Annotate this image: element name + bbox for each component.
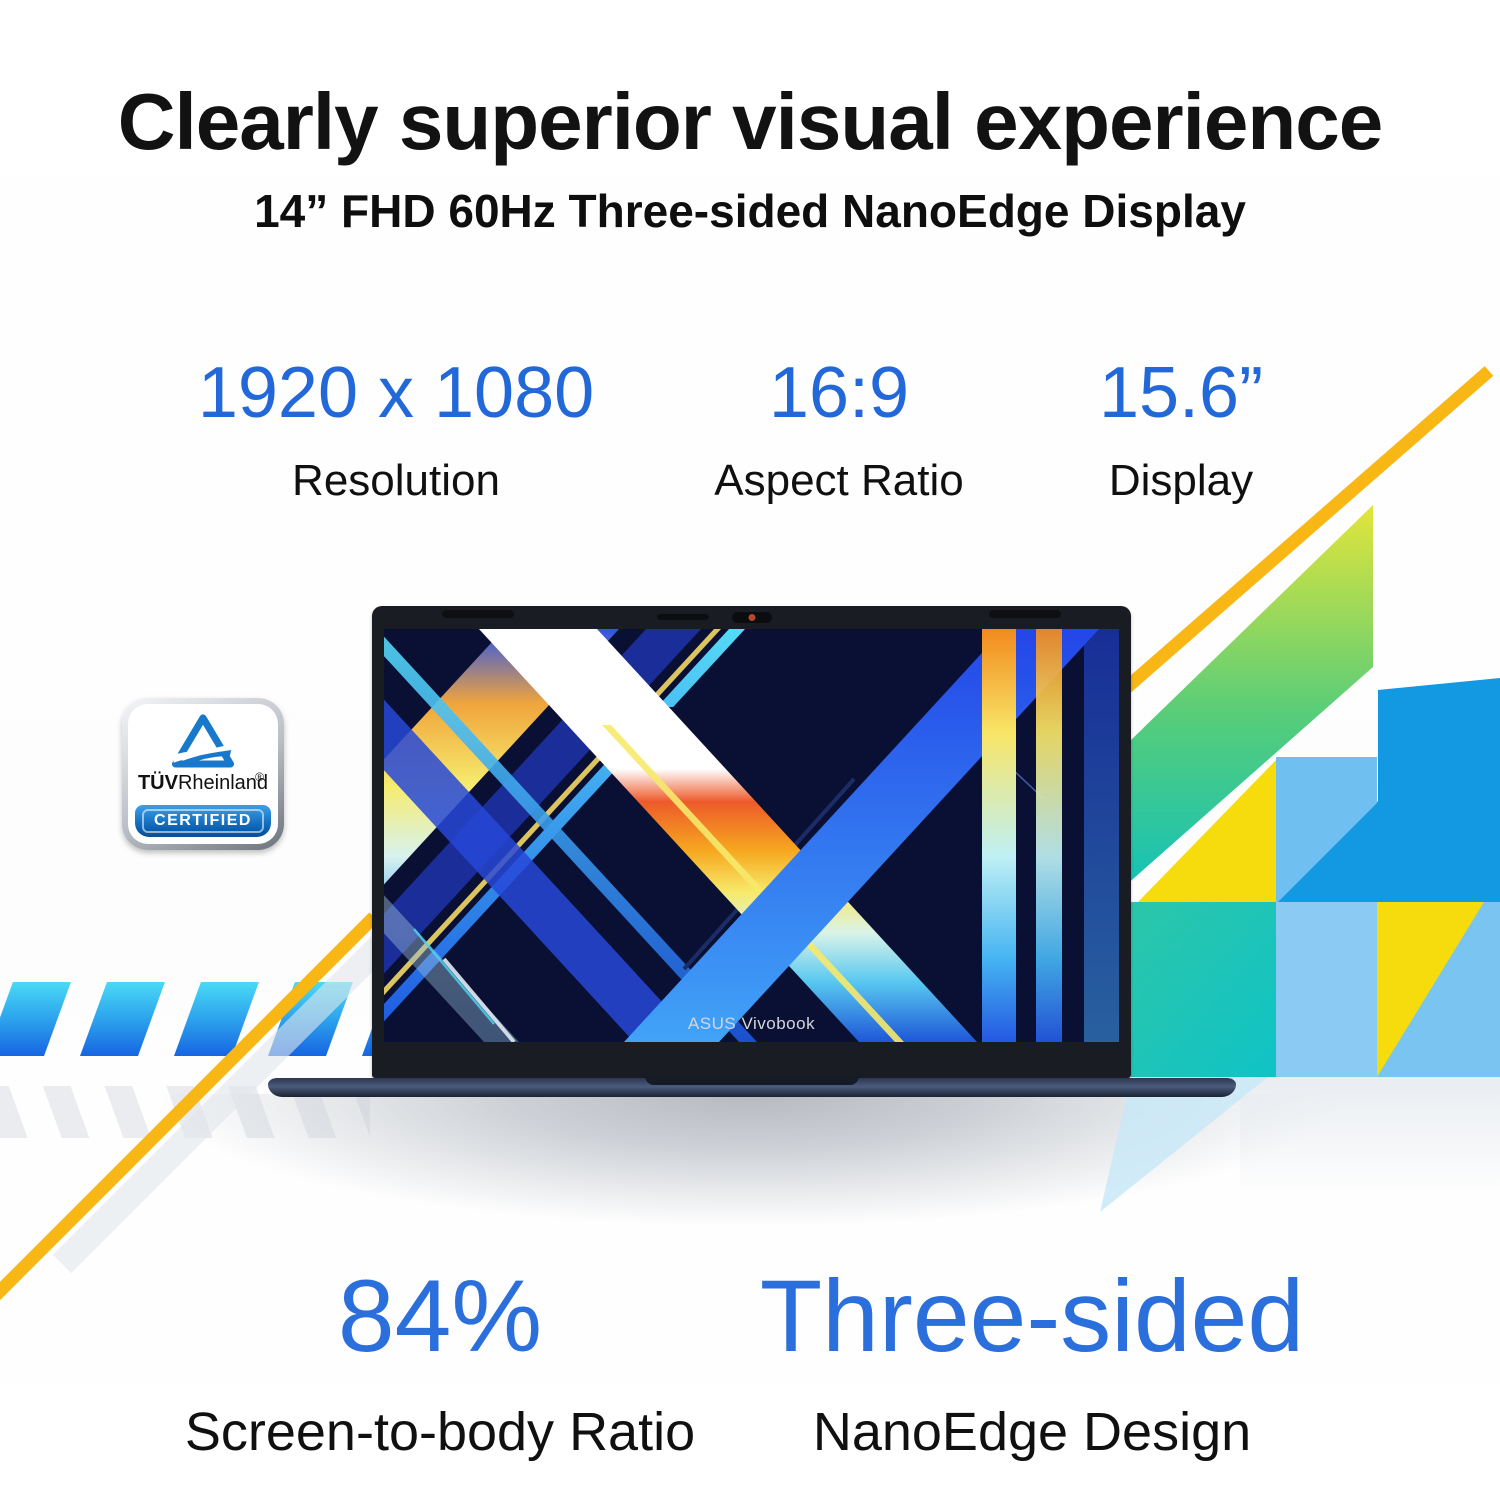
laptop-brand-label: ASUS Vivobook [687, 1014, 816, 1033]
tuv-badge-body: ® TÜVRheinland CERTIFIED [128, 704, 278, 844]
screen-wallpaper [384, 629, 1119, 1042]
webcam-icon [731, 612, 772, 623]
stat-nanoedge-label: NanoEdge Design [812, 1402, 1252, 1462]
tuv-brand-bold: TÜV [137, 772, 178, 794]
spec-resolution: 1920 x 1080 Resolution [198, 352, 594, 506]
stat-nanoedge: Three-sided NanoEdge Design [760, 1258, 1304, 1463]
spec-aspect-ratio: 16:9 Aspect Ratio [714, 352, 963, 506]
decor-sky-square-lower [1276, 902, 1377, 1077]
page-subtitle: 14” FHD 60Hz Three-sided NanoEdge Displa… [254, 185, 1246, 237]
decor-yellow-triangle-lower [1377, 902, 1484, 1077]
registered-mark: ® [255, 770, 264, 784]
spec-display-size: 15.6” Display [1099, 352, 1263, 506]
stat-screen-to-body-value: 84% [337, 1259, 543, 1373]
certified-label: CERTIFIED [142, 809, 264, 833]
spec-display-size-value: 15.6” [1098, 353, 1264, 433]
decor-teal-square [1131, 902, 1276, 1077]
tuv-certified-badge: ® TÜVRheinland CERTIFIED [122, 698, 284, 850]
decor-sky-square-upper [1276, 757, 1377, 902]
bezel-notch-right [989, 610, 1061, 618]
stat-screen-to-body: 84% Screen-to-body Ratio [185, 1258, 695, 1463]
microphone-slot-icon [657, 614, 709, 620]
decor-sky-cell [1377, 902, 1500, 1077]
spec-aspect-ratio-label: Aspect Ratio [714, 456, 964, 505]
stripe-segment [80, 982, 165, 1056]
laptop-screen: ASUS Vivobook [384, 629, 1119, 1042]
stripe-segment [174, 982, 259, 1056]
floor-right-shade [1240, 1077, 1500, 1217]
spec-resolution-value: 1920 x 1080 [197, 353, 595, 433]
stat-screen-to-body-label: Screen-to-body Ratio [184, 1402, 696, 1462]
decor-medium-blue-region [1278, 678, 1500, 902]
tuv-brand-rest: Rheinland [177, 772, 269, 794]
laptop-base [268, 1078, 1236, 1097]
decor-dashed-stripes [0, 982, 380, 1056]
stat-nanoedge-value: Three-sided [759, 1259, 1305, 1373]
tuv-triangle-icon [171, 714, 235, 768]
bezel-notch-left [442, 610, 514, 618]
page-title: Clearly superior visual experience [117, 77, 1383, 166]
spec-resolution-label: Resolution [292, 456, 500, 505]
spec-aspect-ratio-value: 16:9 [768, 353, 910, 433]
stripe-segment [268, 982, 353, 1056]
certified-band: CERTIFIED [135, 805, 271, 837]
laptop-hinge [645, 1076, 859, 1085]
tuv-brand-label: TÜVRheinland [138, 772, 268, 795]
webcam-led-icon [748, 614, 755, 621]
decor-medium-blue-triangle [1278, 678, 1500, 902]
stripe-segment [0, 982, 71, 1056]
spec-display-size-label: Display [1108, 456, 1254, 505]
laptop-lid: ASUS Vivobook [372, 606, 1131, 1078]
decor-yellow-triangle-upper [1138, 760, 1276, 902]
